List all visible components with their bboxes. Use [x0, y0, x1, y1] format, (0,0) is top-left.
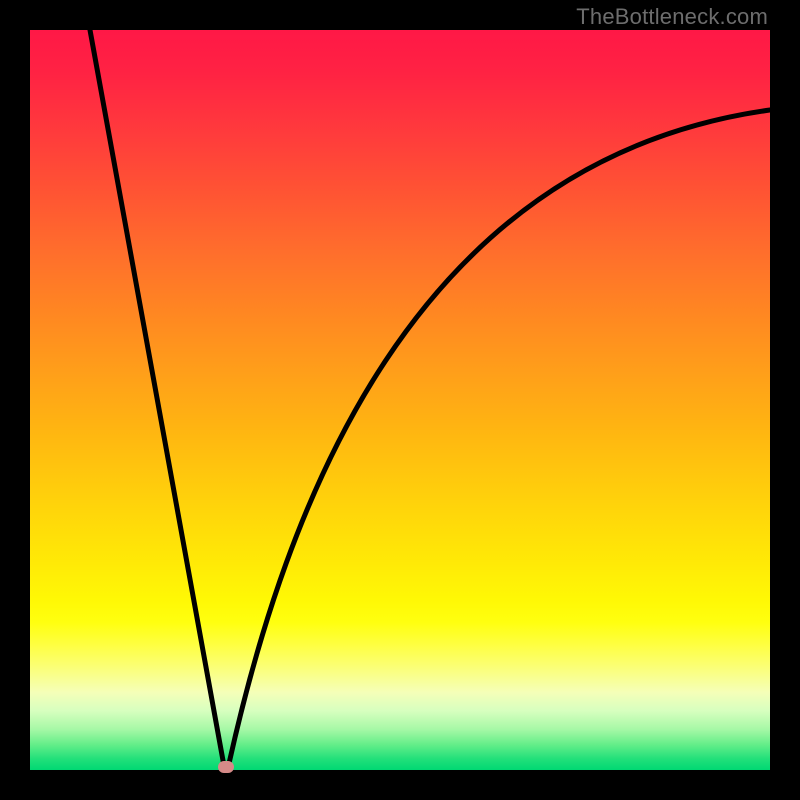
curve-right-branch	[228, 110, 770, 768]
curve-left-branch	[90, 30, 224, 766]
minimum-marker	[218, 761, 234, 773]
bottleneck-curve	[30, 30, 770, 770]
chart-container: TheBottleneck.com	[0, 0, 800, 800]
plot-area	[30, 30, 770, 770]
attribution-label: TheBottleneck.com	[576, 4, 768, 30]
